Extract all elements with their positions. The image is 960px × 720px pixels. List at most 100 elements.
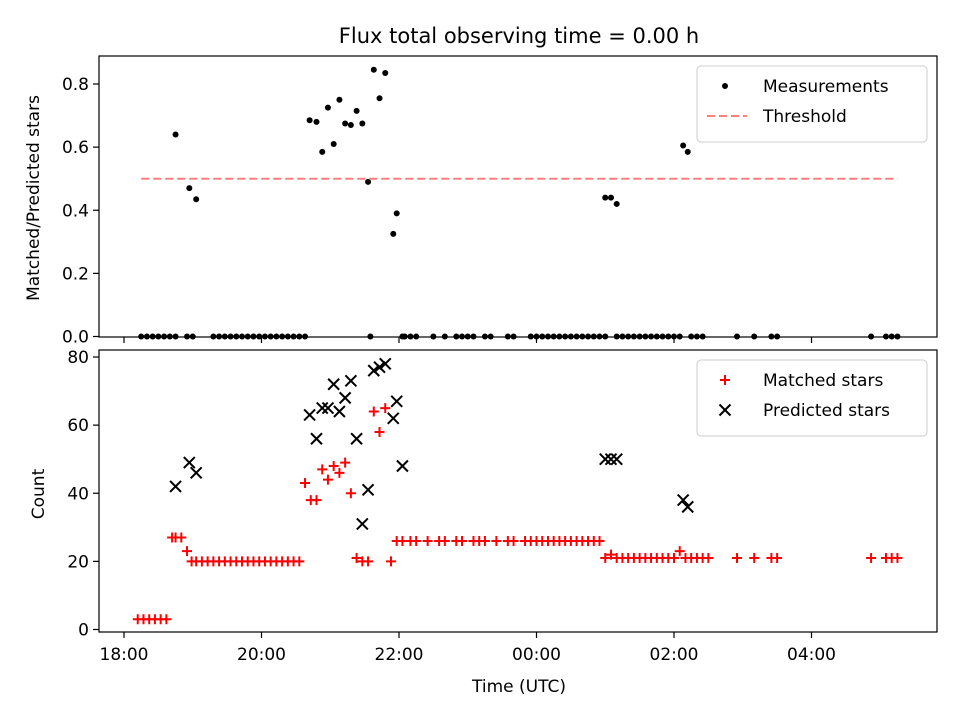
measurement-point	[888, 333, 895, 340]
measurement-point	[261, 333, 268, 340]
measurement-point	[550, 333, 557, 340]
predicted-star-point	[327, 378, 340, 391]
measurement-point	[407, 333, 414, 340]
measurement-point	[573, 333, 580, 340]
predicted-star-point	[604, 452, 618, 466]
matched-star-point	[605, 549, 616, 560]
predicted-star-point	[344, 374, 358, 388]
predicted-star-point	[361, 483, 375, 497]
y-tick-label: 0	[78, 621, 89, 641]
predicted-star-point	[333, 405, 346, 418]
top-panel: 0.0 0.2 0.4 0.6 0.8 Measurements Threshold	[62, 55, 938, 348]
matched-star-point	[311, 495, 322, 506]
measurement-point	[653, 333, 660, 340]
chart-title: Flux total observing time = 0.00 h	[339, 24, 699, 48]
measurement-point	[306, 117, 313, 124]
measurement-point	[579, 333, 586, 340]
y-tick-label: 20	[67, 552, 89, 572]
predicted-star-point	[303, 408, 316, 422]
measurement-point	[143, 333, 150, 340]
measurement-point	[680, 142, 687, 149]
measurement-point	[453, 333, 460, 340]
measurement-point	[359, 120, 366, 127]
matched-star-point	[300, 478, 311, 489]
matched-star-point	[439, 535, 450, 546]
predicted-star-point	[390, 395, 403, 408]
legend-label: Matched stars	[763, 371, 883, 391]
measurement-point	[413, 333, 420, 340]
predicted-star-point	[367, 364, 380, 377]
measurement-point	[370, 66, 377, 73]
measurement-point	[607, 194, 614, 201]
matched-star-point	[374, 426, 385, 437]
measurement-point	[193, 196, 200, 203]
measurement-point	[138, 333, 145, 340]
y-tick-label: 0.2	[62, 264, 89, 284]
measurement-point	[172, 333, 179, 340]
measurement-point	[313, 118, 320, 125]
matched-star-point	[328, 461, 339, 471]
measurement-point	[210, 333, 217, 340]
measurement-point	[659, 333, 666, 340]
measurement-point	[353, 107, 360, 114]
measurement-point	[684, 148, 691, 155]
measurement-point	[244, 333, 251, 340]
matched-star-point	[176, 532, 187, 543]
matched-star-point	[294, 556, 305, 567]
matched-star-point	[385, 556, 396, 567]
measurement-point	[324, 104, 331, 111]
measurement-point	[365, 178, 372, 185]
measurement-point	[734, 333, 741, 340]
predicted-star-point	[316, 401, 329, 415]
matched-star-point	[703, 552, 714, 563]
measurement-point	[390, 230, 397, 237]
measurement-point	[693, 333, 700, 340]
measurement-point	[894, 333, 901, 340]
predicted-star-point	[169, 480, 182, 493]
matched-star-point	[457, 535, 468, 546]
measurement-point	[596, 333, 603, 340]
measurement-point	[336, 96, 343, 103]
predicted-star-point	[610, 452, 623, 466]
matched-star-point	[594, 535, 605, 546]
predicted-star-point	[338, 391, 352, 405]
measurement-point	[256, 333, 263, 340]
measurement-point	[393, 210, 400, 217]
measurement-point	[302, 333, 309, 340]
y-tick-label: 0.4	[62, 201, 89, 221]
measurement-point	[382, 69, 389, 76]
measurement-point	[527, 333, 534, 340]
measurement-point	[441, 333, 448, 340]
predicted-star-point	[676, 493, 690, 507]
measurement-point	[250, 333, 257, 340]
y-tick-label: 40	[67, 484, 89, 504]
y-tick-label: 0.0	[62, 328, 89, 348]
y-tick-label: 60	[67, 416, 89, 436]
measurement-point	[149, 333, 156, 340]
measurement-point	[399, 333, 406, 340]
y-tick-label: 80	[67, 348, 89, 368]
measurement-point	[619, 333, 626, 340]
matched-star-point	[491, 535, 502, 546]
legend-box	[696, 65, 928, 143]
matched-star-point	[674, 546, 685, 557]
measurement-point	[347, 122, 354, 129]
measurement-point	[688, 333, 695, 340]
measurement-point	[636, 333, 643, 340]
measurement-point	[562, 333, 569, 340]
measurement-point	[267, 333, 274, 340]
measurement-point	[504, 333, 511, 340]
measurement-point	[296, 333, 303, 340]
matched-star-point	[479, 535, 490, 546]
measurement-point	[533, 333, 540, 340]
measurement-point	[590, 333, 597, 340]
matched-star-point	[161, 614, 172, 625]
measurement-point	[613, 333, 620, 340]
measurement-point	[648, 333, 655, 340]
measurement-point	[481, 333, 488, 340]
legend-label: Predicted stars	[763, 401, 890, 421]
matched-star-point	[351, 552, 362, 563]
predicted-star-point	[681, 500, 694, 514]
measurement-point	[567, 333, 574, 340]
predicted-star-point	[310, 432, 323, 445]
